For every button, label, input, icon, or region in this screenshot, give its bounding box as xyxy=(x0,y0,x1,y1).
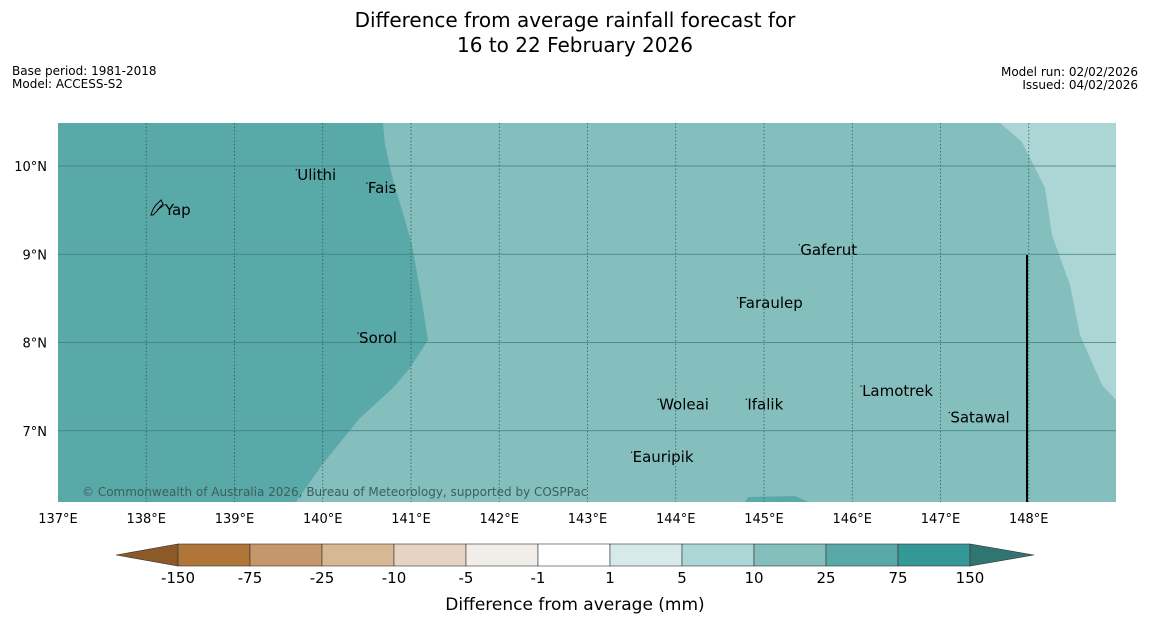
place-label: Ifalik xyxy=(747,395,783,413)
copyright-text: © Commonwealth of Australia 2026, Bureau… xyxy=(82,485,587,499)
lon-tick-label: 140°E xyxy=(303,512,343,527)
title-line-2: 16 to 22 February 2026 xyxy=(457,33,693,57)
lon-tick-label: 148°E xyxy=(1009,512,1049,527)
place-marker xyxy=(736,297,739,299)
colorbar-segment xyxy=(393,543,467,567)
region-small-patch xyxy=(745,496,808,502)
place-label: Sorol xyxy=(359,329,397,347)
colorbar-segment xyxy=(249,543,323,567)
colorbar-upper-extension xyxy=(969,543,1035,567)
model-name: Model: ACCESS-S2 xyxy=(12,77,124,91)
lon-tick-label: 144°E xyxy=(656,512,696,527)
issued-date: Issued: 04/02/2026 xyxy=(1022,78,1138,92)
colorbar-tick-label: -25 xyxy=(310,569,335,587)
place-label: Gaferut xyxy=(800,241,857,259)
lat-tick-label: 10°N xyxy=(14,160,47,175)
place-marker xyxy=(295,169,297,171)
place-marker xyxy=(630,451,633,453)
lon-tick-label: 145°E xyxy=(744,512,784,527)
colorbar-segment xyxy=(897,543,971,567)
region-5-10mm xyxy=(1000,123,1116,400)
model-run: Model run: 02/02/2026 xyxy=(1000,65,1138,79)
colorbar-tick-label: 150 xyxy=(956,569,985,587)
meta-right: Model run: 02/02/2026 Issued: 04/02/2026 xyxy=(1001,66,1138,92)
place-label: Woleai xyxy=(659,395,709,413)
place-label: Ulithi xyxy=(297,166,336,184)
colorbar-segment xyxy=(177,543,251,567)
place-labels: Yap Ulithi Fais Gaferut Faraulep Sorol Woleai I… xyxy=(163,166,1010,466)
place-marker xyxy=(163,204,165,206)
lon-tick-label: 143°E xyxy=(568,512,608,527)
axis-labels: 137°E 138°E 139°E 140°E 141°E 142°E 143°E 144°E… xyxy=(14,160,1048,527)
place-marker xyxy=(860,385,862,387)
colorbar-segment xyxy=(681,543,755,567)
lat-tick-label: 8°N xyxy=(23,337,48,352)
lat-tick-label: 9°N xyxy=(23,248,48,263)
place-marker xyxy=(366,182,368,184)
colorbar: -150 -75 -25 -10 -5 -1 1 5 10 25 75 150 xyxy=(115,543,1035,587)
colorbar-segment xyxy=(753,543,827,567)
graticule xyxy=(58,123,1116,502)
colorbar-segment xyxy=(321,543,395,567)
colorbar-tick-label: -1 xyxy=(531,569,546,587)
yap-island-outline xyxy=(150,199,164,216)
meta-left: Base period: 1981-2018 Model: ACCESS-S2 xyxy=(12,65,157,91)
colorbar-segment xyxy=(825,543,899,567)
place-label: Satawal xyxy=(950,409,1009,427)
colorbar-lower-extension xyxy=(115,543,179,567)
lon-tick-label: 147°E xyxy=(921,512,961,527)
place-label: Faraulep xyxy=(739,294,803,312)
colorbar-tick-label: 1 xyxy=(605,569,615,587)
lon-tick-label: 139°E xyxy=(215,512,255,527)
colorbar-segment xyxy=(537,543,611,567)
colorbar-tick-label: 10 xyxy=(744,569,763,587)
lon-tick-label: 142°E xyxy=(479,512,519,527)
place-marker xyxy=(798,244,800,246)
colorbar-tick-label: -75 xyxy=(238,569,263,587)
colorbar-segment xyxy=(609,543,683,567)
place-label: Eauripik xyxy=(633,448,694,466)
base-period: Base period: 1981-2018 xyxy=(12,64,157,78)
lon-tick-label: 138°E xyxy=(126,512,166,527)
colorbar-tick-label: -150 xyxy=(161,569,195,587)
place-label: Yap xyxy=(164,201,191,219)
region-25-75mm xyxy=(58,123,428,502)
place-marker xyxy=(745,398,748,400)
title-line-1: Difference from average rainfall forecas… xyxy=(354,8,796,32)
place-marker xyxy=(657,398,659,400)
colorbar-title: Difference from average (mm) xyxy=(445,595,704,615)
place-marker xyxy=(948,411,951,414)
colorbar-tick-label: 75 xyxy=(888,569,907,587)
place-label: Fais xyxy=(368,179,397,197)
colorbar-tick-label: 25 xyxy=(816,569,835,587)
colorbar-segment xyxy=(465,543,539,567)
colorbar-tick-label: -5 xyxy=(459,569,474,587)
map-title: Difference from average rainfall forecas… xyxy=(0,8,1150,58)
colorbar-tick-label: -10 xyxy=(382,569,407,587)
lon-tick-label: 146°E xyxy=(832,512,872,527)
place-marker xyxy=(357,332,359,334)
map-area: Yap Ulithi Fais Gaferut Faraulep Sorol Woleai I… xyxy=(58,123,1116,502)
colorbar-tick-label: 5 xyxy=(677,569,687,587)
lon-tick-label: 141°E xyxy=(391,512,431,527)
lon-tick-label: 137°E xyxy=(38,512,78,527)
place-label: Lamotrek xyxy=(862,382,933,400)
lat-tick-label: 7°N xyxy=(23,425,48,440)
